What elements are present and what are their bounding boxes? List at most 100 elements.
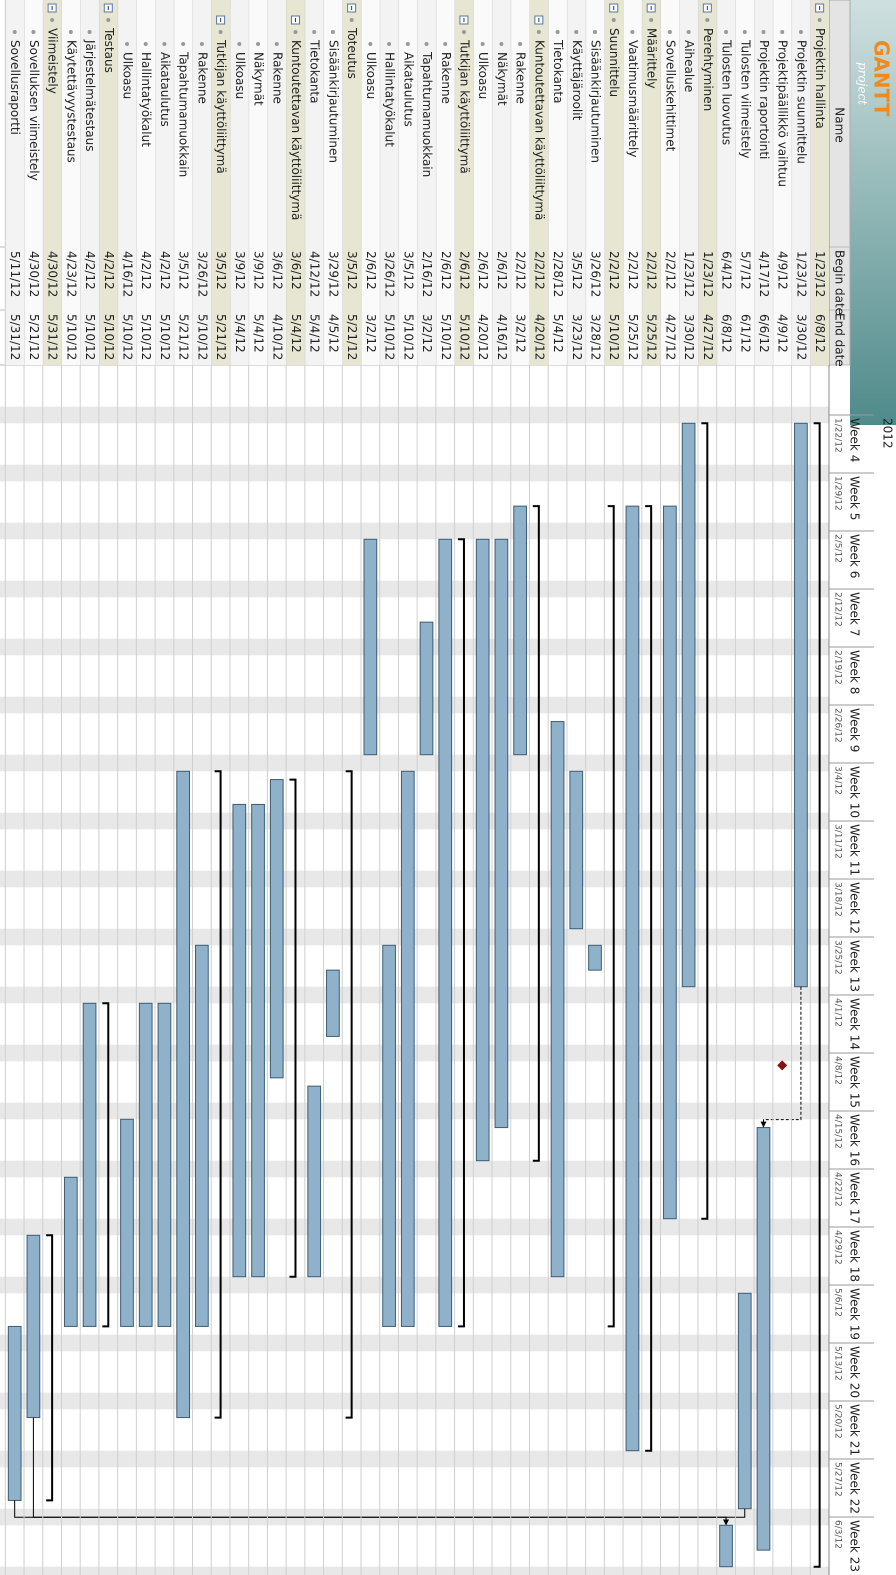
- task-begin: 1/23/12: [701, 251, 715, 297]
- weekend-band: [0, 581, 829, 589]
- task-name: Käytettävyystestaus: [64, 40, 78, 163]
- week-date: 1/22/12: [833, 418, 843, 453]
- task-bar: [364, 539, 377, 754]
- task-end: 6/8/12: [720, 314, 734, 353]
- task-name: Tapahtumamuokkain: [177, 51, 191, 177]
- task-name: Projektin raportointi: [757, 40, 771, 159]
- task-bar: [158, 1003, 171, 1326]
- task-end: 4/10/12: [270, 314, 284, 360]
- task-bar: [495, 539, 508, 1127]
- week-label: Week 22: [848, 1462, 862, 1514]
- task-bullet: [761, 30, 765, 34]
- task-bullet: [425, 42, 429, 46]
- task-name: Tutkijan käyttöliittymä: [457, 39, 471, 174]
- task-end: 4/20/12: [532, 314, 546, 360]
- weekend-band: [0, 1459, 829, 1467]
- weekend-band: [0, 639, 829, 647]
- task-name: Sovelluskehittimet: [663, 40, 677, 152]
- task-bar: [626, 506, 639, 1451]
- task-begin: 4/30/12: [27, 251, 41, 297]
- task-end: 5/10/12: [102, 314, 116, 360]
- task-bullet: [237, 42, 241, 46]
- column-header: Begin date: [833, 250, 847, 315]
- task-bullet: [275, 42, 279, 46]
- task-bullet: [331, 30, 335, 34]
- task-name: Sisäänkirjautuminen: [326, 40, 340, 163]
- weekend-band: [0, 755, 829, 763]
- task-begin: 3/9/12: [252, 251, 266, 290]
- task-begin: 1/23/12: [794, 251, 808, 297]
- task-bullet: [106, 18, 110, 22]
- task-begin: 3/5/12: [214, 251, 228, 290]
- task-end: 5/21/12: [345, 314, 359, 360]
- task-bullet: [799, 30, 803, 34]
- weekend-band: [0, 1343, 829, 1351]
- task-bar: [514, 506, 527, 755]
- task-bar: [720, 1525, 733, 1566]
- task-begin: 6/4/12: [720, 251, 734, 290]
- task-begin: 4/2/12: [83, 251, 97, 290]
- task-end: 5/10/12: [158, 314, 172, 360]
- task-end: 5/10/12: [439, 314, 453, 360]
- logo-subtitle: project: [856, 62, 870, 105]
- task-name: Ulkoasu: [233, 52, 247, 99]
- task-end: 5/21/12: [177, 314, 191, 360]
- task-bullet: [368, 42, 372, 46]
- task-name: Viimeistely: [46, 28, 60, 94]
- task-end: 5/4/12: [289, 314, 303, 353]
- week-date: 3/18/12: [833, 882, 843, 917]
- task-begin: 2/2/12: [514, 251, 528, 290]
- week-label: Week 21: [848, 1404, 862, 1456]
- weekend-band: [0, 705, 829, 713]
- task-bar: [121, 1119, 134, 1326]
- week-date: 5/20/12: [833, 1404, 843, 1439]
- week-label: Week 8: [848, 650, 862, 694]
- weekend-band: [0, 473, 829, 481]
- task-bullet: [743, 30, 747, 34]
- task-name: Tapahtumamuokkain: [420, 51, 434, 177]
- task-end: 4/27/12: [701, 314, 715, 360]
- task-name: Tietokanta: [551, 39, 565, 103]
- task-end: 5/10/12: [607, 314, 621, 360]
- week-label: Week 14: [848, 998, 862, 1050]
- task-bullet: [499, 42, 503, 46]
- task-bullet: [50, 18, 54, 22]
- task-name: Projektipäällikkö vaihtuu: [776, 40, 790, 187]
- task-bar: [233, 804, 246, 1276]
- task-end: 5/10/12: [139, 314, 153, 360]
- task-end: 3/2/12: [514, 314, 528, 353]
- week-label: Week 13: [848, 940, 862, 992]
- task-begin: 3/5/12: [570, 251, 584, 290]
- task-name: Vaatimusmäärittely: [626, 40, 640, 157]
- task-bar: [401, 771, 414, 1326]
- task-bar: [439, 539, 452, 1326]
- week-date: 4/29/12: [833, 1230, 843, 1265]
- task-bar: [27, 1235, 40, 1417]
- week-date: 1/29/12: [833, 476, 843, 511]
- task-bullet: [181, 42, 185, 46]
- task-begin: 1/23/12: [682, 251, 696, 297]
- task-bullet: [293, 30, 297, 34]
- week-label: Week 7: [848, 592, 862, 636]
- task-begin: 2/6/12: [439, 251, 453, 290]
- task-bar: [570, 771, 583, 928]
- task-name: Aihealue: [682, 40, 696, 92]
- task-end: 5/10/12: [383, 314, 397, 360]
- task-begin: 3/6/12: [289, 251, 303, 290]
- task-begin: 2/6/12: [457, 251, 471, 290]
- task-end: 4/5/12: [326, 314, 340, 353]
- task-bullet: [630, 30, 634, 34]
- week-label: Week 12: [848, 882, 862, 934]
- task-name: Aikataulutus: [401, 52, 415, 127]
- task-begin: 4/2/12: [102, 251, 116, 290]
- task-bullet: [687, 30, 691, 34]
- task-bar: [589, 945, 602, 970]
- task-name: Sovelluksen viimeistely: [27, 40, 41, 181]
- task-bullet: [219, 30, 223, 34]
- task-end: 4/9/12: [776, 314, 790, 353]
- task-end: 5/10/12: [457, 314, 471, 360]
- task-begin: 2/6/12: [476, 251, 490, 290]
- week-label: Week 20: [848, 1346, 862, 1398]
- week-label: Week 15: [848, 1056, 862, 1108]
- week-label: Week 19: [848, 1288, 862, 1340]
